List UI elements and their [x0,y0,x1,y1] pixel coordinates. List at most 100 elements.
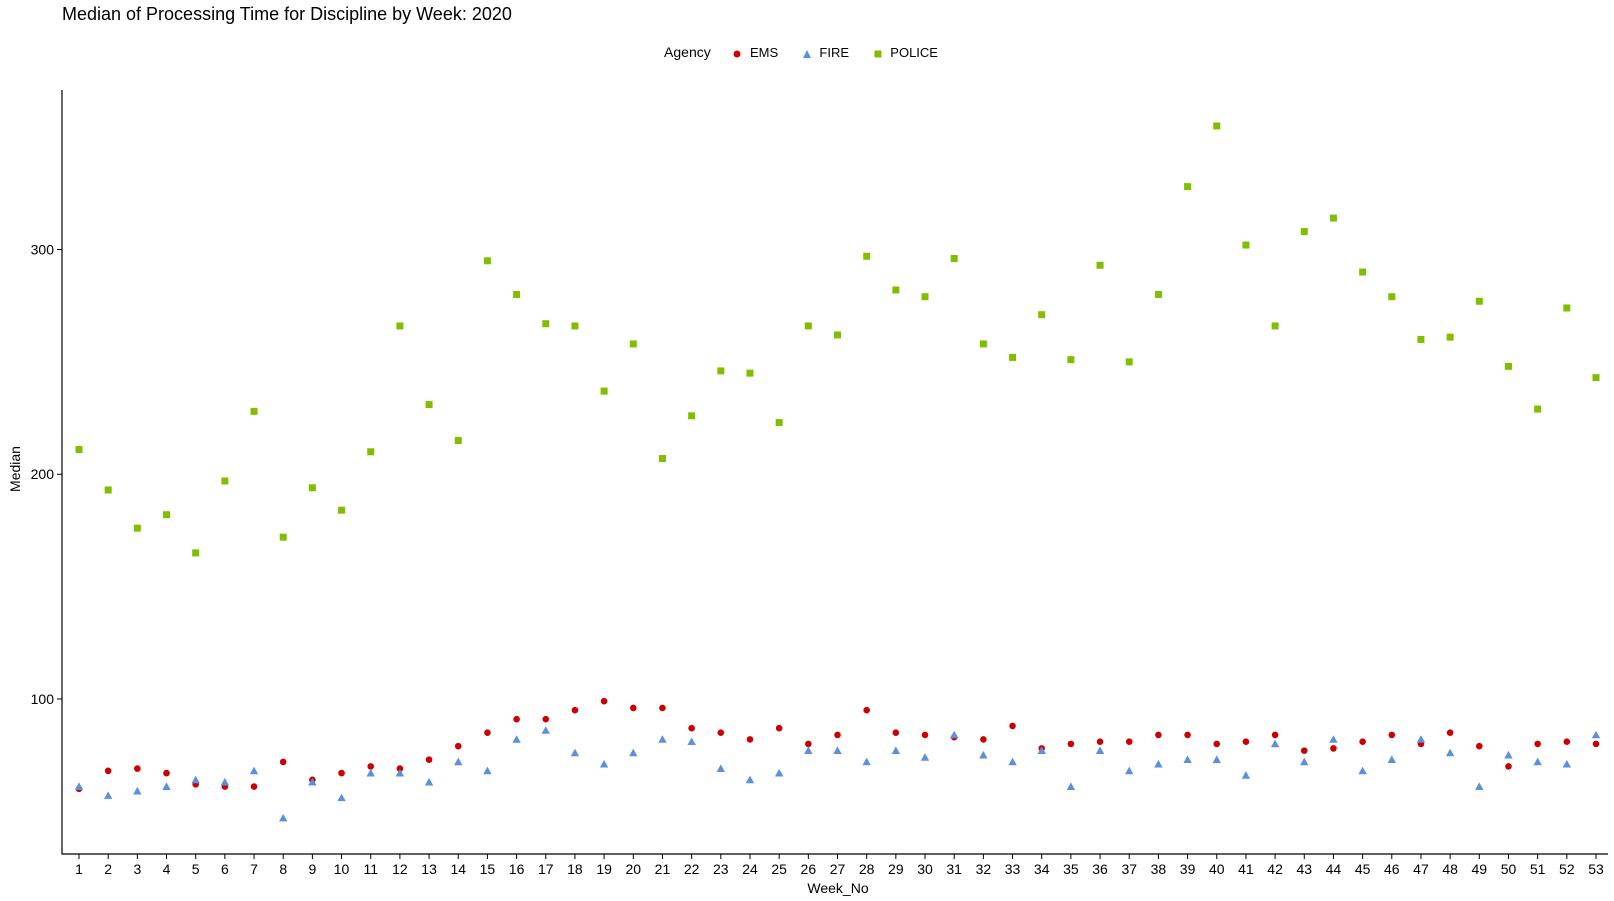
point-fire [162,782,171,790]
point-ems [1300,747,1308,754]
point-fire [1270,739,1280,748]
y-axis-label: Median [7,446,23,492]
point-police [1154,290,1162,298]
x-tick-label: 29 [888,861,904,877]
point-fire [395,768,405,777]
x-tick-label: 36 [1092,861,1108,877]
point-ems [513,715,520,723]
point-fire [1475,782,1484,790]
x-tick-label: 28 [859,861,875,877]
point-ems [1096,738,1104,745]
point-police [1592,374,1600,382]
point-ems [834,731,841,739]
x-tick-label: 48 [1442,861,1458,877]
point-ems [1563,738,1571,745]
point-fire [1533,757,1542,766]
x-tick-label: 17 [538,861,554,877]
x-tick-label: 14 [450,861,466,877]
point-ems [805,740,812,748]
series-fire [74,726,1601,822]
point-fire [1504,750,1513,759]
point-police [1563,304,1571,312]
point-police [1417,335,1425,343]
point-ems [250,783,258,790]
point-fire [629,748,638,757]
x-tick-label: 11 [363,861,378,877]
chart-title: Median of Processing Time for Discipline… [62,4,512,24]
x-tick-label: 19 [596,861,612,877]
point-fire [279,813,288,822]
point-ems [600,697,608,705]
x-tick-label: 6 [221,861,229,877]
x-tick-label: 23 [713,861,729,877]
point-fire [249,766,259,775]
legend-key-police [874,50,882,58]
point-police [658,455,666,463]
point-police [1242,241,1250,249]
point-police [1329,214,1337,222]
point-ems [1534,740,1541,748]
point-ems [309,776,316,784]
x-tick-label: 37 [1121,861,1137,877]
point-police [921,293,929,301]
point-fire [1329,735,1338,743]
point-police [1534,405,1542,413]
point-fire [1241,771,1251,779]
point-police [221,477,229,485]
x-axis-label: Week_No [807,880,868,896]
point-ems [75,785,83,793]
point-fire [570,748,580,757]
legend-label-ems: EMS [749,45,779,60]
point-fire [599,759,609,768]
x-tick-label: 39 [1180,861,1196,877]
point-ems [396,765,404,772]
point-fire [1066,782,1076,790]
x-tick-label: 18 [567,861,583,877]
x-tick-label: 8 [279,861,287,877]
point-fire [512,735,521,743]
point-ems [104,767,112,775]
legend: Agency EMS FIRE POLICE [0,44,1614,60]
point-fire [979,750,988,759]
point-fire [366,768,375,777]
point-ems [1359,738,1366,745]
point-ems [279,758,287,766]
point-ems [1009,722,1016,730]
point-ems [542,715,550,723]
point-ems [1417,740,1425,748]
point-ems [659,704,666,712]
point-fire [1037,746,1046,754]
point-police [1359,268,1367,276]
legend-key-fire [802,49,811,58]
x-tick-label: 42 [1267,861,1283,877]
point-police [1388,293,1396,301]
point-fire [862,757,871,766]
point-ems [1388,731,1396,739]
point-police [717,367,725,375]
point-ems [338,769,345,777]
point-police [75,446,83,454]
point-fire [1008,757,1017,766]
point-police [367,448,375,456]
point-fire [804,746,813,754]
point-police [629,340,637,348]
point-fire [541,726,550,734]
point-police [1446,333,1454,341]
x-tick-label: 26 [801,861,817,877]
x-tick-label: 1 [75,861,83,877]
point-police [950,255,958,263]
x-tick-label: 2 [104,861,112,877]
x-tick-label: 12 [392,861,408,877]
x-tick-label: 21 [655,861,671,877]
point-police [571,322,579,330]
point-ems [1067,740,1075,748]
point-fire [1387,755,1396,763]
x-tick-label: 51 [1530,861,1546,877]
point-police [396,322,404,330]
point-police [1213,122,1221,130]
point-fire [103,791,113,799]
x-tick-label: 53 [1588,861,1604,877]
point-fire [1300,757,1309,766]
